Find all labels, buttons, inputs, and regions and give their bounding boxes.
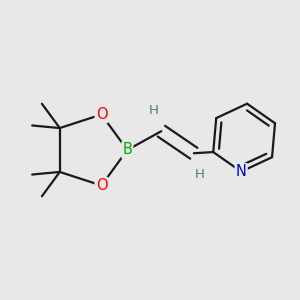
Text: N: N (236, 164, 247, 179)
Text: O: O (96, 178, 107, 193)
Text: H: H (195, 168, 205, 181)
Text: H: H (148, 103, 158, 117)
Text: B: B (122, 142, 132, 158)
Text: O: O (96, 107, 107, 122)
